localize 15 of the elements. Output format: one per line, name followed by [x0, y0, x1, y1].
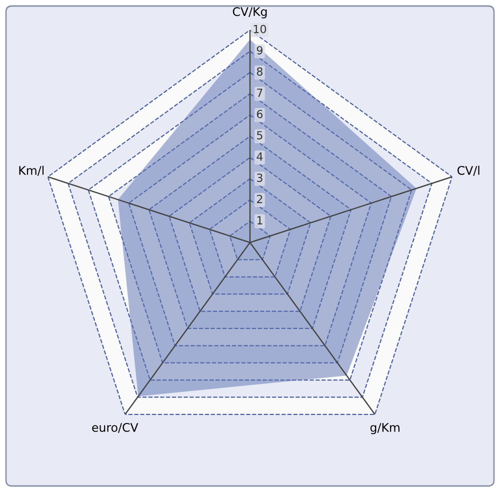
spoke-label: euro/CV	[92, 422, 138, 433]
y-tick-label: 6	[256, 110, 263, 118]
spoke-label: Km/l	[19, 166, 44, 176]
spoke-label: CV/l	[457, 166, 480, 176]
y-tick-label: 4	[256, 152, 263, 161]
y-tick-label: 8	[256, 67, 262, 76]
y-tick-label: 1	[257, 216, 262, 224]
y-tick-label: 3	[257, 174, 262, 182]
y-tick-label: 2	[257, 194, 262, 204]
spoke-label: g/Km	[370, 423, 400, 434]
y-tick-label: 10	[254, 24, 266, 34]
y-tick-label: 7	[257, 88, 262, 97]
spoke-label: CV/Kg	[232, 7, 267, 18]
y-tick-label: 9	[256, 46, 262, 54]
y-tick-label: 5	[257, 131, 262, 140]
